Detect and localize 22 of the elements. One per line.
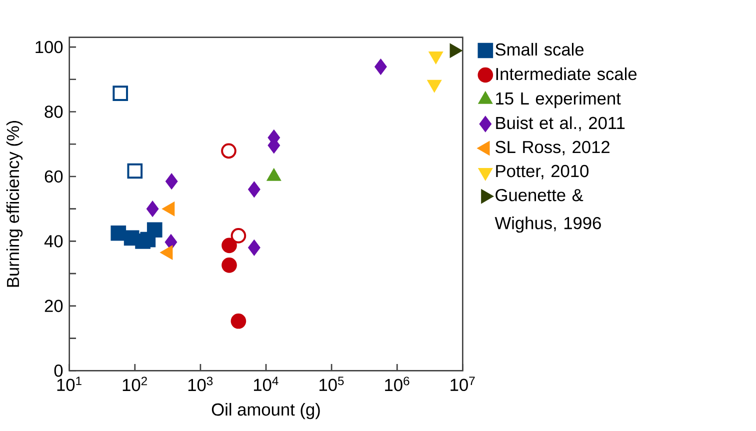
legend-label: Buist et al., 2011	[496, 116, 625, 132]
legend-label: SL Ross, 2012	[496, 141, 610, 156]
x-tick-label: 10$^{5}$	[320, 376, 344, 392]
y-axis-title: Burning efficiency (%)	[6, 121, 23, 287]
x-tick-label: 10$^{4}$	[254, 376, 278, 392]
y-tick-label: 40	[44, 235, 63, 248]
y-tick-label: 20	[44, 300, 63, 312]
x-tick-label: 10$^{1}$	[57, 376, 82, 392]
y-tick-label: 80	[44, 106, 63, 118]
x-tick-label: 10$^{3}$	[188, 376, 213, 392]
y-tick-label: 0	[54, 364, 63, 377]
x-tick-label: 10$^{7}$	[450, 376, 475, 392]
x-tick-label: 10$^{6}$	[385, 376, 410, 392]
x-tick-label: 10$^{2}$	[122, 376, 147, 392]
x-axis-title: Oil amount (g)	[212, 403, 320, 420]
legend-label: Potter, 2010	[496, 165, 588, 180]
legend-label: Guenette & Wighus, 1996	[494, 189, 601, 233]
legend-label: 15 L experiment	[496, 92, 621, 108]
legend-label: Small scale	[496, 43, 584, 56]
y-tick-label: 60	[44, 170, 63, 183]
y-tick-label: 100	[36, 41, 63, 54]
legend-label: Intermediate scale	[496, 68, 637, 80]
